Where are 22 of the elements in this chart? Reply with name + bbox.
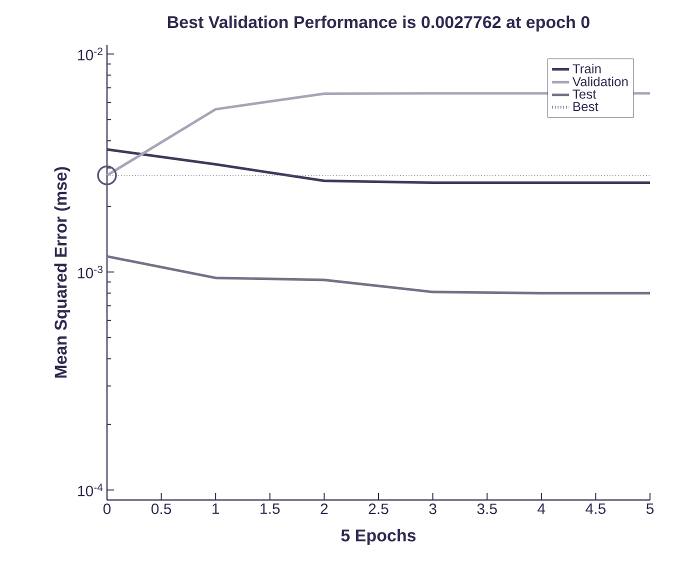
y-axis-title: Mean Squared Error (mse) <box>54 167 70 378</box>
x-tick-label: 0.5 <box>151 504 172 514</box>
legend-label: Train <box>572 64 601 74</box>
y-tick-label: 10$^{-3}$ <box>78 266 103 278</box>
x-tick-label: 3.5 <box>477 504 497 514</box>
x-tick-label: 0 <box>103 504 111 514</box>
x-tick-label: 4.5 <box>586 504 606 514</box>
x-tick-label: 1.5 <box>260 504 280 514</box>
legend-label: Validation <box>572 76 628 86</box>
x-tick-label: 2 <box>320 504 328 514</box>
legend-label: Best <box>573 102 598 112</box>
x-tick-label: 5 <box>646 504 654 514</box>
x-axis-title: 5 Epochs <box>341 528 416 545</box>
x-tick-label: 4 <box>538 504 546 514</box>
x-tick-label: 2.5 <box>368 504 388 514</box>
chart-title: Best Validation Performance is 0.0027762 at epoch 0 <box>168 16 590 32</box>
line-series <box>106 255 652 294</box>
y-tick-label: 10$^{-4}$ <box>78 484 103 496</box>
y-tick-label: 10$^{-2}$ <box>78 48 102 60</box>
legend-label: Test <box>572 90 596 99</box>
x-tick-label: 1 <box>212 504 220 514</box>
x-tick-label: 3 <box>429 504 436 514</box>
